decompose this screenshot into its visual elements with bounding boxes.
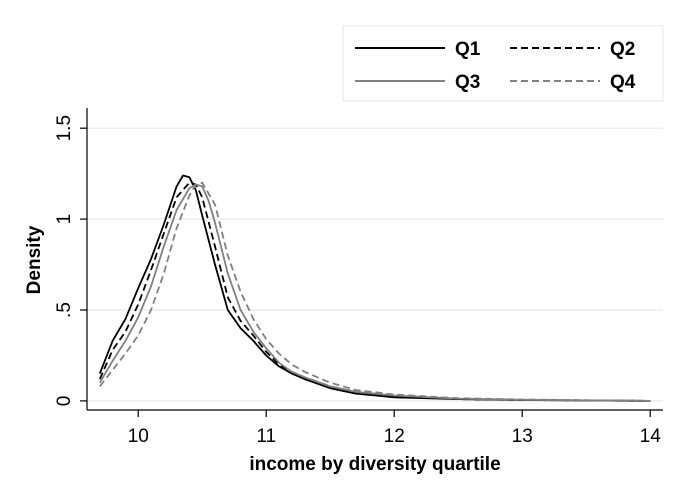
y-tick-label-0: 0 [54,396,75,407]
series-line-q2 [98,181,651,402]
y-tick-label-2: 1 [54,214,75,225]
series-lines [98,174,651,402]
legend-box [342,25,664,102]
y-tick-label-1: .5 [54,302,75,318]
x-tick-label-0: 10 [128,426,149,447]
y-tick-label-3: 1.5 [54,115,75,141]
x-axis-title: income by diversity quartile [249,454,500,475]
series-line-q3 [99,183,651,402]
axes: 10 11 12 13 14 0 .5 1 1.5 [54,108,663,447]
legend-label-q3: Q3 [455,72,480,93]
x-tick-label-1: 11 [256,426,276,447]
x-tick-label-2: 12 [384,426,405,447]
y-axis-title: Density [24,225,45,294]
x-tick-label-3: 13 [512,426,533,447]
x-tick-label-4: 14 [640,426,662,447]
series-line-q1 [98,174,651,402]
legend-label-q1: Q1 [455,39,481,60]
legend: Q1 Q2 Q3 Q4 [342,25,664,102]
legend-label-q4: Q4 [610,72,636,93]
legend-label-q2: Q2 [610,39,635,60]
